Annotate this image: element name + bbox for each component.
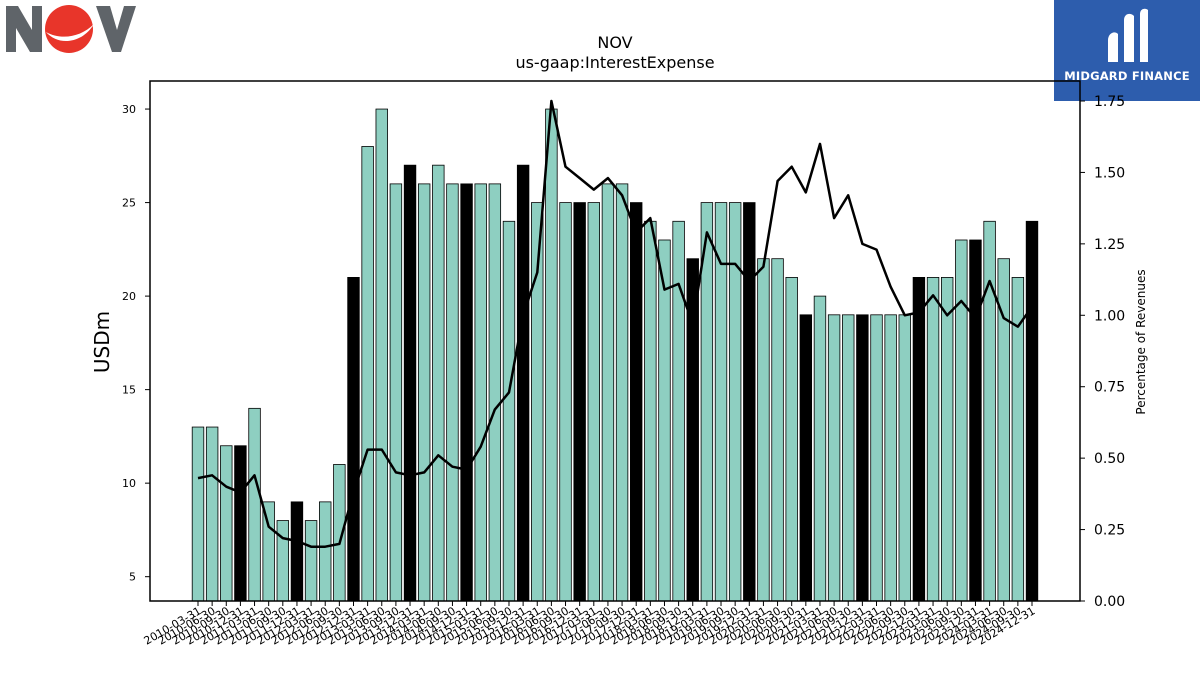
bar bbox=[417, 183, 431, 602]
bar bbox=[375, 108, 388, 602]
bar-series bbox=[191, 108, 1039, 602]
bar bbox=[813, 295, 827, 602]
bar bbox=[191, 426, 205, 602]
y-tick-label: 30 bbox=[122, 103, 136, 116]
bar bbox=[276, 520, 290, 602]
bar bbox=[940, 277, 954, 602]
bar bbox=[319, 501, 332, 602]
midgard-logo-mark bbox=[1108, 8, 1148, 62]
y-tick-label: 10 bbox=[122, 477, 136, 490]
nov-logo bbox=[6, 5, 136, 53]
bar bbox=[969, 239, 982, 602]
bar bbox=[545, 108, 558, 602]
bar bbox=[361, 146, 374, 602]
bar bbox=[347, 277, 360, 602]
bar bbox=[785, 277, 798, 602]
y2-tick-label: 1.50 bbox=[1094, 165, 1125, 181]
nov-logo-circle bbox=[45, 5, 93, 53]
bar bbox=[658, 239, 671, 602]
bar bbox=[615, 183, 629, 602]
bar bbox=[1025, 220, 1039, 602]
bar bbox=[304, 520, 318, 602]
bar bbox=[827, 314, 841, 602]
bar bbox=[912, 277, 926, 602]
bar bbox=[630, 202, 643, 602]
bar bbox=[728, 202, 742, 602]
bar bbox=[884, 314, 897, 602]
y2-tick-label: 0.50 bbox=[1094, 451, 1125, 467]
y2-tick-label: 0.00 bbox=[1094, 594, 1125, 610]
y-tick-label: 20 bbox=[122, 290, 136, 303]
brand-name: MIDGARD FINANCE bbox=[1064, 69, 1190, 83]
bar bbox=[262, 501, 275, 602]
bar bbox=[488, 183, 502, 602]
bar bbox=[757, 258, 770, 602]
bar bbox=[248, 407, 261, 602]
bar bbox=[898, 314, 911, 602]
bar bbox=[502, 220, 516, 602]
chart-subtitle: us-gaap:InterestExpense bbox=[515, 53, 714, 72]
bar bbox=[672, 220, 685, 602]
bar bbox=[389, 183, 403, 602]
y-tick-label: 25 bbox=[122, 197, 136, 210]
bar bbox=[644, 220, 657, 602]
y-tick-label: 15 bbox=[122, 384, 136, 397]
bar bbox=[474, 183, 487, 602]
bar bbox=[205, 426, 219, 602]
bar bbox=[446, 183, 459, 602]
y2-tick-label: 0.75 bbox=[1094, 380, 1125, 396]
bar bbox=[559, 202, 572, 602]
nov-logo-swoosh bbox=[46, 24, 94, 42]
bar bbox=[432, 164, 445, 602]
bar bbox=[234, 445, 247, 602]
bar bbox=[220, 445, 233, 602]
bar bbox=[799, 314, 813, 602]
bar bbox=[983, 220, 996, 602]
nov-logo-letter-n bbox=[6, 6, 42, 52]
bar bbox=[926, 277, 940, 602]
plot-frame bbox=[149, 80, 1081, 602]
bar bbox=[601, 183, 615, 602]
bar bbox=[290, 501, 304, 602]
y-axis-label: USDm bbox=[90, 311, 114, 373]
chart-title: NOV bbox=[597, 33, 632, 52]
percentage-line bbox=[197, 99, 1034, 548]
percentage-line-series bbox=[197, 99, 1034, 548]
axes: 5 10 15 20 25 30 0.00 0.25 0.50 0.75 1.00 1.25 1.50 1… bbox=[122, 80, 1125, 648]
bar bbox=[460, 183, 473, 602]
bar bbox=[516, 164, 530, 602]
bar bbox=[743, 202, 756, 602]
nov-logo-letter-v bbox=[96, 6, 136, 52]
bar bbox=[856, 314, 869, 602]
bar bbox=[587, 202, 600, 602]
bar bbox=[403, 164, 417, 602]
bar bbox=[573, 202, 586, 602]
bar bbox=[870, 314, 883, 602]
y2-tick-label: 0.25 bbox=[1094, 523, 1125, 539]
y2-tick-label: 1.25 bbox=[1094, 237, 1125, 253]
y-tick-label: 5 bbox=[129, 571, 136, 584]
bar bbox=[955, 239, 968, 602]
y2-tick-label: 1.00 bbox=[1094, 308, 1125, 324]
y2-tick-label: 1.75 bbox=[1094, 94, 1125, 110]
bar bbox=[771, 258, 784, 602]
y2-axis-label: Percentage of Revenues bbox=[1134, 269, 1148, 414]
midgard-finance-logo: MIDGARD FINANCE bbox=[1054, 0, 1200, 101]
bar bbox=[842, 314, 855, 602]
